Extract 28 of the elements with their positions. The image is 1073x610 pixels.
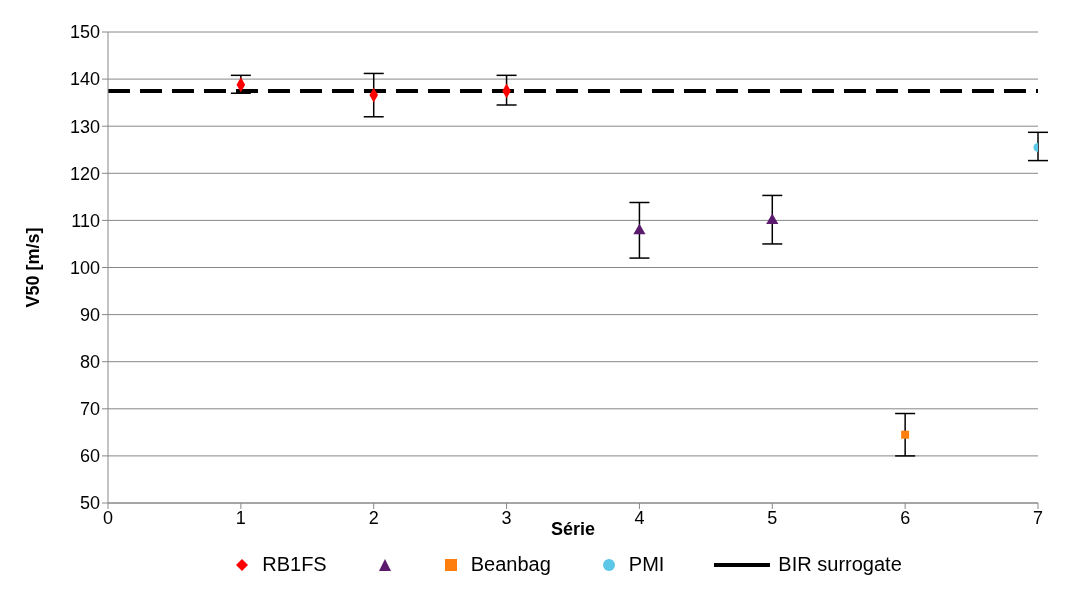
point bbox=[901, 430, 910, 439]
x-tick-label: 7 bbox=[1032, 507, 1044, 528]
legend-label: Beanbag bbox=[470, 553, 551, 576]
y-tick-label: 70 bbox=[79, 399, 100, 420]
y-tick-label: 60 bbox=[79, 446, 100, 467]
x-tick-label: 4 bbox=[634, 507, 645, 528]
y-tick-label: 120 bbox=[69, 163, 100, 184]
y-tick-label: 140 bbox=[69, 69, 100, 90]
x-tick-label: 2 bbox=[368, 507, 379, 528]
x-axis-title: Série bbox=[550, 519, 596, 539]
y-tick-label: 100 bbox=[69, 257, 100, 278]
y-axis-title: V50 [m/s] bbox=[23, 227, 44, 308]
x-tick-label: 1 bbox=[235, 507, 246, 528]
point bbox=[633, 223, 646, 235]
y-tick-label: 90 bbox=[79, 304, 100, 325]
y-tick-label: 150 bbox=[69, 22, 100, 43]
y-tick-label: 130 bbox=[69, 116, 100, 137]
legend-label: BIR surrogate bbox=[778, 553, 902, 576]
x-tick-label: 3 bbox=[501, 507, 512, 528]
legend-label: PMI bbox=[628, 553, 665, 576]
legend-label: RB1FS bbox=[262, 553, 327, 576]
y-tick-label: 50 bbox=[79, 493, 100, 514]
y-tick-label: 110 bbox=[71, 210, 100, 231]
x-tick-label: 5 bbox=[767, 507, 778, 528]
x-tick-label: 0 bbox=[102, 507, 114, 528]
point bbox=[766, 213, 779, 224]
x-tick-label: 6 bbox=[900, 507, 911, 528]
y-tick-label: 80 bbox=[79, 352, 100, 373]
